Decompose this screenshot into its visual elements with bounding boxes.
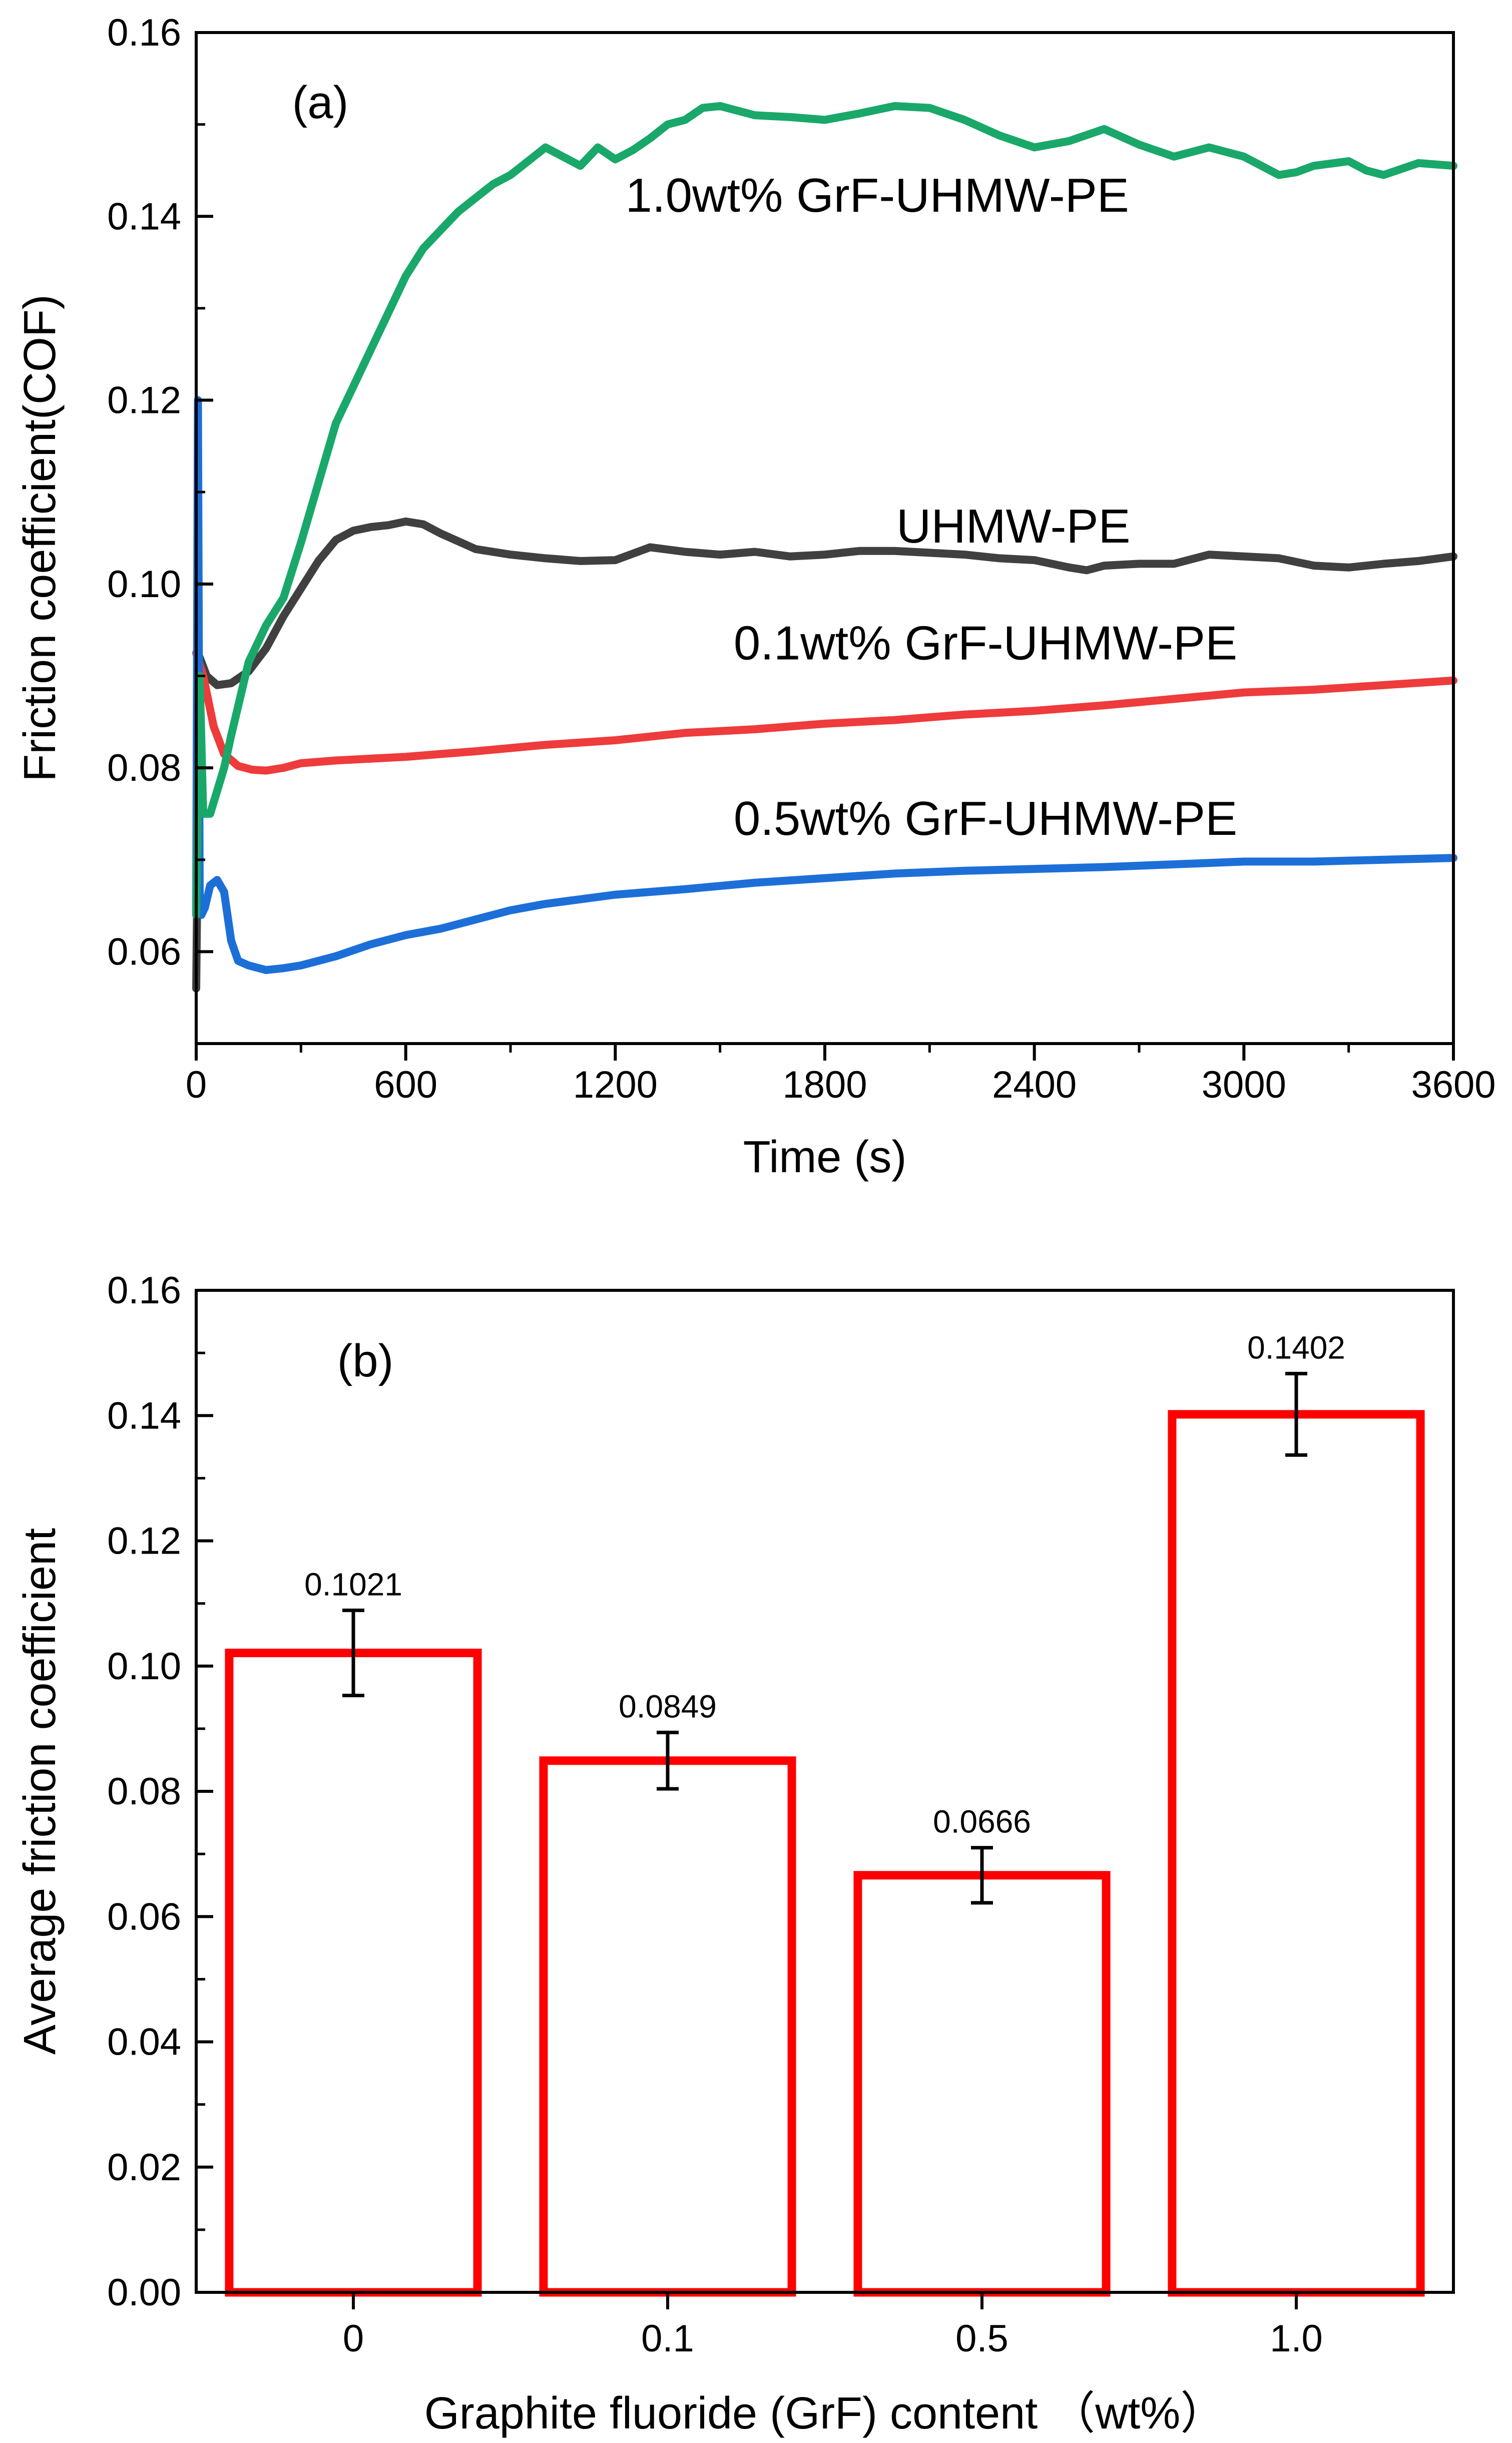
axes-a: 0.06 0.08 0.10 0.12 0.14 0.16 0 600 1200 1800 2400… xyxy=(107,12,1495,1106)
y-tick-label-a: 0.16 xyxy=(107,12,181,54)
series-labels-a: UHMW-PE 0.1wt% GrF-UHMW-PE 0.5wt% GrF-UHMW… xyxy=(626,169,1238,845)
y-axis-title-a: Friction coefficient(COF) xyxy=(15,294,65,782)
y-tick-label-a: 0.06 xyxy=(107,930,181,973)
y-tick-label-b: 0.04 xyxy=(107,2021,181,2064)
y-tick-label-b: 0.12 xyxy=(107,1520,181,1563)
y-tick-label-b: 0.02 xyxy=(107,2146,181,2189)
bar-value-label-3: 0.1402 xyxy=(1247,1329,1345,1365)
x-tick-label-a: 3000 xyxy=(1202,1064,1286,1106)
x-tick-label-a: 1800 xyxy=(782,1064,867,1106)
series-label-0: UHMW-PE xyxy=(896,500,1131,553)
bar-0 xyxy=(225,1648,482,2297)
x-tick-label-a: 1200 xyxy=(573,1064,658,1106)
x-tick-label-a: 3600 xyxy=(1411,1064,1495,1106)
line-chart-panel-a: 0.06 0.08 0.10 0.12 0.14 0.16 0 600 1200 1800 2400… xyxy=(15,12,1496,1182)
panel-label-a: (a) xyxy=(292,77,348,128)
y-tick-label-b: 0.08 xyxy=(107,1770,181,1813)
series-label-2: 0.5wt% GrF-UHMW-PE xyxy=(734,792,1237,845)
y-axis-title-b: Average friction coefficient xyxy=(15,1528,65,2055)
axes-b: 0.00 0.02 0.04 0.06 0.08 0.10 0.12 0.14 0.16 0 0.1… xyxy=(107,1269,1323,2360)
y-tick-label-a: 0.14 xyxy=(107,195,181,238)
x-tick-label-b: 0.1 xyxy=(641,2317,694,2360)
y-tick-label-b: 0.10 xyxy=(107,1645,181,1688)
bar-value-label-1: 0.0849 xyxy=(619,1688,717,1724)
y-tick-label-a: 0.10 xyxy=(107,563,181,606)
series-label-3: 1.0wt% GrF-UHMW-PE xyxy=(626,169,1129,222)
plot-frame-b xyxy=(195,1289,1455,2294)
x-axis-title-b: Graphite fluoride (GrF) content （wt%） xyxy=(424,2388,1226,2438)
y-tick-label-b: 0.06 xyxy=(107,1895,181,1938)
y-tick-label-b: 0.00 xyxy=(107,2271,181,2314)
series-line-0 xyxy=(192,517,1457,993)
series-label-1: 0.1wt% GrF-UHMW-PE xyxy=(734,616,1237,670)
x-tick-label-b: 0.5 xyxy=(955,2317,1009,2360)
series-line-1 xyxy=(192,649,1457,775)
series-line-2 xyxy=(192,396,1457,974)
x-tick-label-b: 1.0 xyxy=(1270,2317,1323,2360)
bar-3 xyxy=(1168,1410,1425,2297)
bar-1 xyxy=(539,1756,796,2297)
bars-group: 0.1021 0.0849 0.0666 0.1402 xyxy=(225,1329,1425,2297)
x-tick-label-a: 0 xyxy=(186,1064,207,1106)
y-tick-label-a: 0.12 xyxy=(107,379,181,422)
y-tick-label-b: 0.16 xyxy=(107,1269,181,1312)
bar-value-label-0: 0.1021 xyxy=(304,1566,402,1602)
x-tick-label-b: 0 xyxy=(343,2317,364,2360)
panel-label-b: (b) xyxy=(337,1335,393,1386)
x-tick-label-a: 2400 xyxy=(992,1064,1077,1106)
bar-value-label-2: 0.0666 xyxy=(933,1804,1031,1840)
line-series-group xyxy=(192,102,1457,993)
x-tick-label-a: 600 xyxy=(374,1064,437,1106)
y-tick-label-a: 0.08 xyxy=(107,747,181,789)
y-tick-label-b: 0.14 xyxy=(107,1394,181,1437)
x-axis-title-a: Time (s) xyxy=(743,1132,907,1182)
series-line-3 xyxy=(192,102,1457,919)
bar-2 xyxy=(853,1871,1111,2297)
